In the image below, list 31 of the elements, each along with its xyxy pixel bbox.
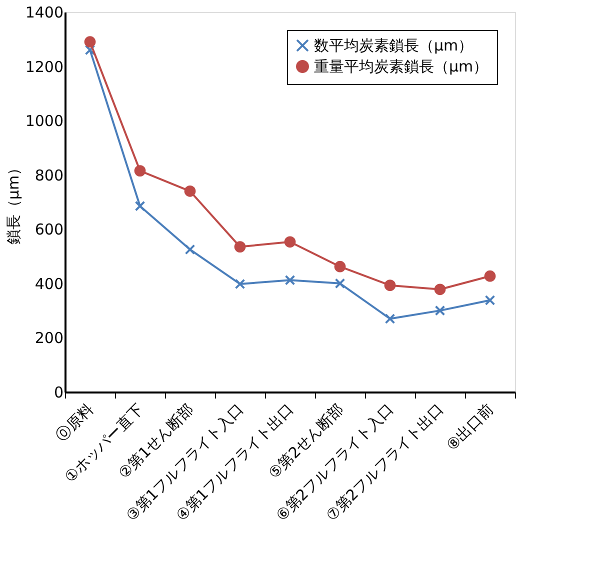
- x-tick-label: ⑧出口前: [442, 400, 497, 454]
- y-tick-label: 1400: [25, 4, 64, 22]
- point: [434, 305, 446, 316]
- y-tick-label: 0: [54, 384, 64, 402]
- legend-label: 数平均炭素鎖長（µm）: [314, 36, 474, 54]
- point: [284, 236, 296, 248]
- point: [84, 44, 96, 56]
- point: [484, 295, 496, 306]
- y-tick-label: 600: [34, 220, 64, 239]
- y-tick-label: 400: [34, 274, 64, 293]
- point: [434, 284, 446, 296]
- point: [334, 260, 346, 272]
- point: [184, 244, 196, 255]
- y-tick-label: 800: [34, 166, 64, 184]
- y-axis-title: 鎖長（µm）: [4, 160, 22, 245]
- point: [234, 241, 246, 252]
- point: [184, 185, 196, 197]
- point: [384, 280, 396, 292]
- point: [384, 314, 396, 324]
- point: [284, 274, 296, 286]
- y-tick-label: 200: [34, 329, 64, 348]
- y-tick-label: 1200: [25, 58, 64, 76]
- point: [234, 278, 246, 290]
- point: [484, 270, 496, 282]
- point: [134, 200, 146, 212]
- point: [84, 36, 96, 48]
- y-tick-label: 1000: [25, 112, 64, 130]
- point: [134, 165, 146, 176]
- x-tick-label: ⓪原料: [52, 400, 97, 445]
- point: [334, 278, 346, 289]
- legend-label: 重量平均炭素鎖長（µm）: [314, 58, 488, 76]
